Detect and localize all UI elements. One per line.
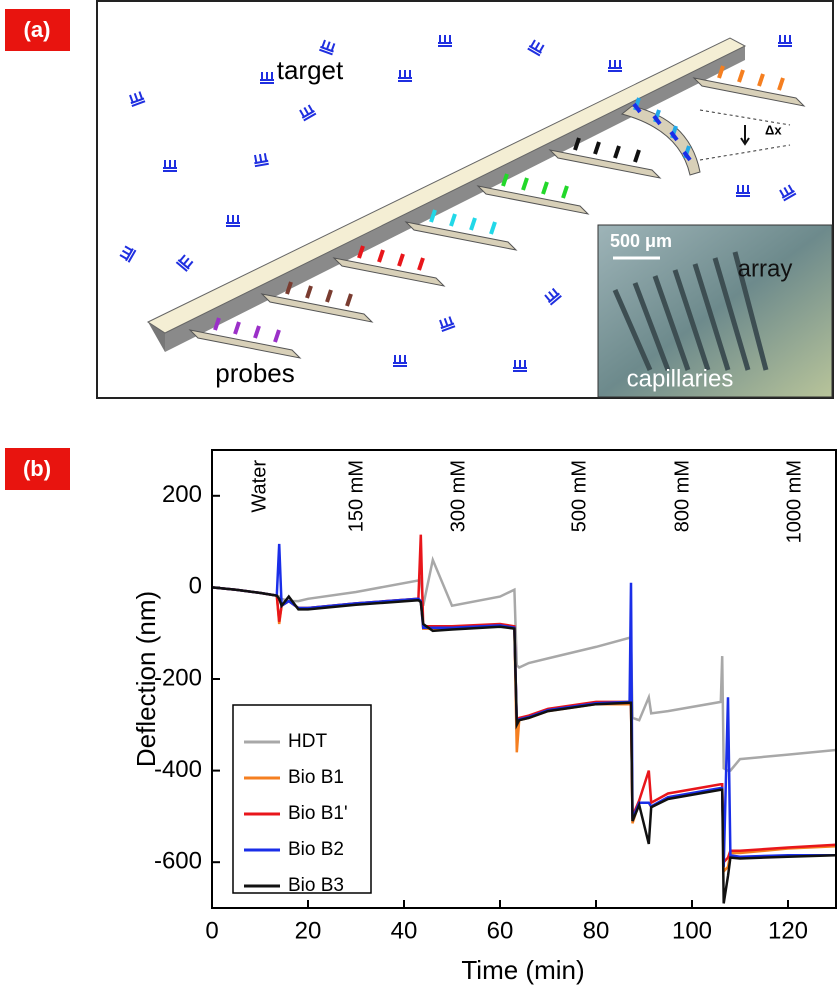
- inset-array-label: array: [738, 255, 793, 282]
- y-tick-label: 200: [162, 481, 202, 508]
- annotation: 800 mM: [671, 460, 693, 532]
- x-tick-label: 40: [391, 917, 418, 944]
- x-tick-label: 60: [487, 917, 514, 944]
- scale-bar-label: 500 μm: [610, 231, 672, 251]
- panel-label-box: [5, 448, 70, 490]
- x-axis-label: Time (min): [461, 955, 584, 985]
- x-tick-label: 120: [768, 917, 808, 944]
- annotation: 300 mM: [447, 460, 469, 532]
- inset-photo: [597, 224, 833, 398]
- annotation: Water: [248, 460, 270, 513]
- x-tick-label: 20: [295, 917, 322, 944]
- legend-label: Bio B3: [288, 875, 344, 896]
- x-tick-label: 0: [205, 917, 218, 944]
- panel-label: (b): [23, 456, 51, 481]
- legend-label: Bio B2: [288, 839, 344, 860]
- panel-label: (a): [24, 17, 51, 42]
- y-axis-label: Deflection (nm): [131, 591, 161, 767]
- y-tick-label: -400: [154, 756, 202, 783]
- y-tick-label: -200: [154, 664, 202, 691]
- delta-x-label: Δx: [765, 122, 782, 137]
- legend-label: Bio B1: [288, 767, 344, 788]
- cantilever-array: [146, 37, 806, 359]
- panel-label-box: [5, 9, 70, 51]
- legend-label: HDT: [288, 731, 327, 752]
- legend-box: [232, 704, 372, 894]
- probes-label: probes: [215, 358, 295, 388]
- annotation: 1000 mM: [783, 460, 805, 543]
- plot-frame: [211, 449, 837, 909]
- x-tick-label: 80: [583, 917, 610, 944]
- y-tick-label: 0: [189, 573, 202, 600]
- inset-capillaries-label: capillaries: [627, 365, 734, 392]
- legend-label: Bio B1': [288, 803, 348, 824]
- y-tick-label: -600: [154, 848, 202, 875]
- annotation: 500 mM: [568, 460, 590, 532]
- series-line: [212, 586, 836, 904]
- target-label: target: [277, 55, 344, 85]
- x-tick-label: 100: [672, 917, 712, 944]
- annotation: 150 mM: [345, 460, 367, 532]
